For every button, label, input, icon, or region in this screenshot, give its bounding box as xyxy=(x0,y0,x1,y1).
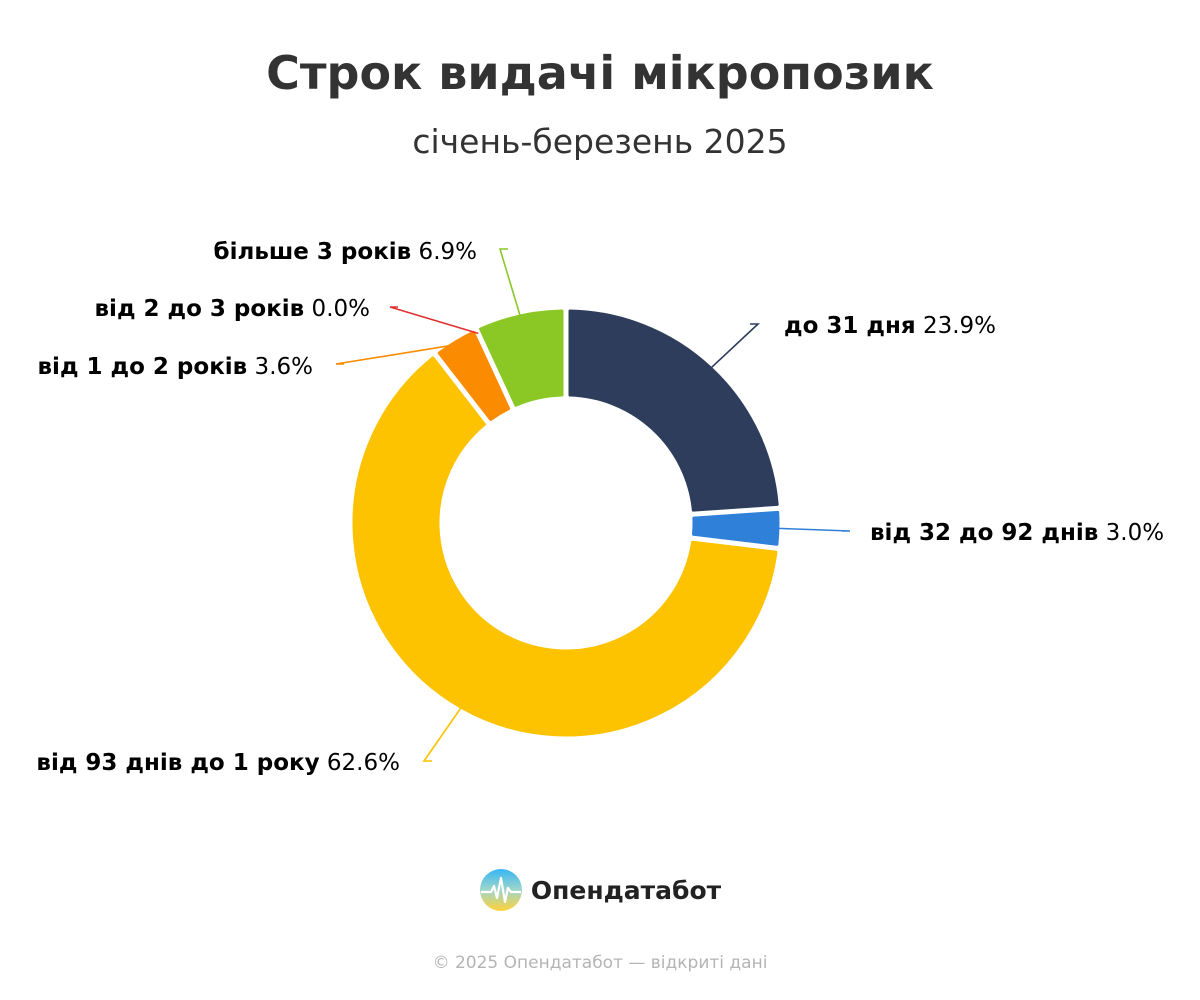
data-label-name: від 32 до 92 днів xyxy=(870,520,1098,546)
data-label-value: 0.0% xyxy=(304,296,370,322)
donut-slice xyxy=(479,309,564,407)
data-label: від 2 до 3 років 0.0% xyxy=(95,296,371,322)
data-label-value: 3.0% xyxy=(1098,520,1164,546)
footer-copyright: © 2025 Опендатабот — відкриті дані xyxy=(432,953,768,973)
data-label-value: 62.6% xyxy=(320,750,400,776)
leader-line xyxy=(708,323,761,371)
data-label: до 31 дня 23.9% xyxy=(784,313,996,339)
donut-chart: до 31 дня 23.9%від 32 до 92 днів 3.0%від… xyxy=(36,239,1164,776)
data-label-name: більше 3 років xyxy=(214,239,412,265)
donut-slice xyxy=(352,356,778,737)
data-label-name: від 2 до 3 років xyxy=(95,296,305,322)
data-label-name: від 1 до 2 років xyxy=(38,354,248,380)
opendatabot-logo-icon xyxy=(479,869,522,911)
chart-subtitle: січень-березень 2025 xyxy=(412,122,788,161)
leader-line xyxy=(498,248,522,320)
data-label-value: 3.6% xyxy=(247,354,313,380)
data-label: від 1 до 2 років 3.6% xyxy=(38,354,314,380)
donut-slice xyxy=(692,510,780,546)
data-label: більше 3 років 6.9% xyxy=(214,239,477,265)
leader-line xyxy=(335,343,458,365)
brand-logo: Опендатабот xyxy=(0,868,1200,912)
leader-line xyxy=(389,306,479,335)
chart-title: Строк видачі мікропозик xyxy=(266,46,934,100)
data-label-value: 23.9% xyxy=(916,313,996,339)
leader-line xyxy=(422,704,464,762)
data-label: від 32 до 92 днів 3.0% xyxy=(870,520,1164,546)
data-label: від 93 днів до 1 року 62.6% xyxy=(36,750,400,776)
data-label-name: від 93 днів до 1 року xyxy=(36,750,319,776)
data-label-name: до 31 дня xyxy=(784,313,916,339)
leader-line xyxy=(774,527,851,532)
brand-name: Опендатабот xyxy=(530,875,722,905)
donut-slice xyxy=(568,309,779,512)
data-label-value: 6.9% xyxy=(411,239,477,265)
